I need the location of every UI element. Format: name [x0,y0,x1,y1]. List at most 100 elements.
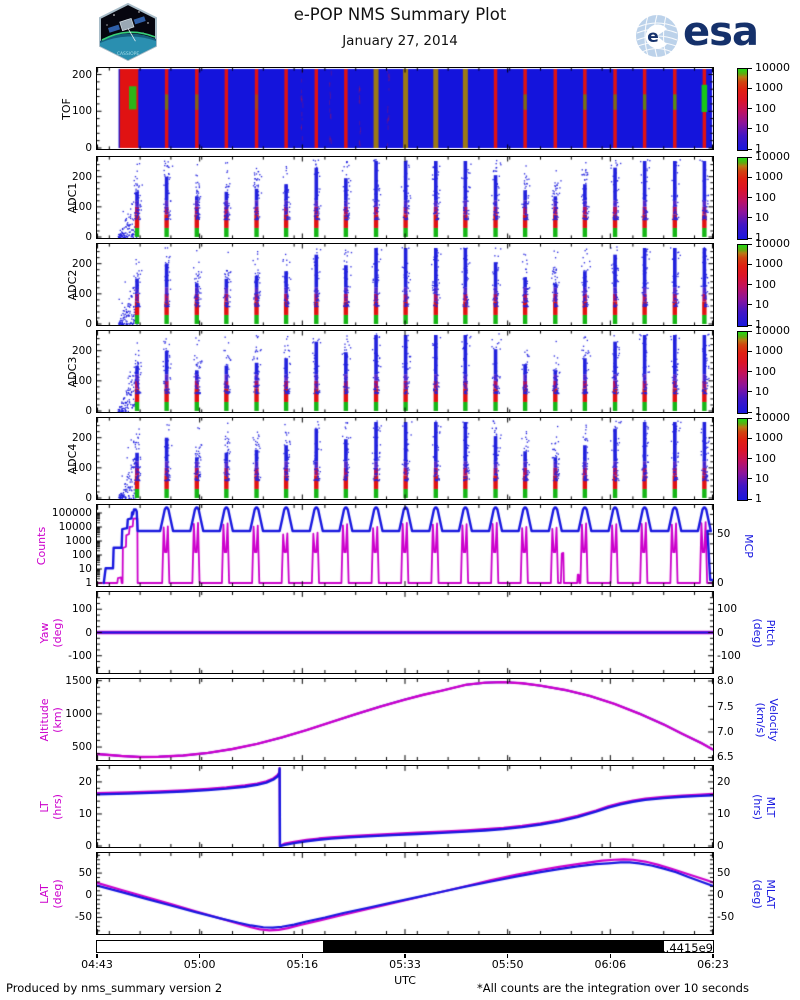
colorbar-label-adc4: 100 [755,451,776,465]
x-axis-tick-label: 05:00 [183,958,216,971]
esa-globe-icon: e [636,14,678,58]
tick-label-lt-right: 20 [717,775,731,788]
colorbar-label-adc4: 10 [755,471,769,485]
tick-label-adc3-left: 200 [71,344,92,357]
colorbar-adc2 [737,244,748,327]
panel-frame-adc1 [95,155,714,239]
colorbar-label-adc3: 1 [755,405,762,418]
cassiope-mission-patch-logo: CASSIOPE [99,3,157,61]
colorbar-label-adc2: 1 [755,318,762,331]
tick-label-altitude-right: 7.0 [717,725,734,738]
tick-label-altitude-right: 6.5 [717,751,734,764]
colorbar-tick-adc3 [748,350,752,352]
colorbar-adc3 [737,331,748,414]
tick-label-lt-right: 10 [717,807,731,820]
tick-label-lat-left: 0 [85,889,92,902]
tick-label-adc3-left: 100 [71,374,92,387]
tick-label-adc2-left: 0 [85,318,92,330]
tick-label-tof-left: 100 [71,105,92,118]
colorbar-label-tof: 10000 [755,61,790,74]
tick-label-counts-right: 50 [717,528,731,540]
x-axis-tick-label: 05:16 [286,958,319,971]
colorbar-tick-adc1 [748,217,752,219]
colorbar-label-adc3: 10000 [755,324,790,337]
panel-plot-adc4 [96,417,713,499]
colorbar-tick-adc4 [748,478,752,480]
tick-label-lat-right: 50 [717,867,731,880]
colorbar-label-adc2: 10 [755,297,769,311]
colorbar-label-adc4: 10000 [755,411,790,424]
tick-label-lat-right: -50 [717,911,735,924]
tick-label-lt-left: 0 [85,840,92,852]
colorbar-tick-tof [748,128,752,130]
tick-label-altitude-right: 8.0 [717,675,734,688]
tick-label-adc4-left: 100 [71,461,92,474]
colorbar-tick-adc4 [748,417,752,419]
x-axis-tick-label: 04:43 [81,958,113,971]
tick-label-tof-left: 0 [85,142,92,154]
colorbar-tick-adc2 [748,243,752,245]
tick-label-altitude-left: 1000 [65,707,92,720]
tick-label-yaw-left: 0 [85,626,92,639]
produced-by-note: Produced by nms_summary version 2 [6,981,223,995]
panel-frame-counts [95,503,714,587]
tick-label-altitude-left: 1500 [65,674,92,687]
tick-label-yaw-right: -100 [717,649,741,662]
panel-frame-lat [95,851,714,935]
tick-label-counts-left: 1000 [65,535,92,547]
tick-label-adc1-left: 200 [71,170,92,183]
tick-label-adc4-left: 0 [85,492,92,504]
colorbar-tick-adc1 [748,156,752,158]
plot-date: January 27, 2014 [342,33,458,49]
colorbar-tick-adc1 [748,176,752,178]
x-axis-tick [96,953,98,958]
colorbar-tick-adc4 [748,498,752,500]
tick-label-altitude-left: 500 [71,741,92,754]
tick-label-counts-left: 10000 [58,521,92,533]
eclipse-bar-night-segment [323,940,664,952]
colorbar-label-tof: 100 [755,101,776,115]
tick-label-counts-left: 100000 [51,507,92,519]
colorbar-label-adc1: 1 [755,231,762,244]
colorbar-label-adc2: 100 [755,277,776,291]
tick-label-lt-right: 0 [717,840,724,852]
colorbar-tick-adc1 [748,197,752,198]
x-axis-tick [199,953,201,958]
tick-label-counts-right: 0 [717,577,724,589]
x-axis-tick [404,953,406,958]
panel-plot-adc2 [96,243,713,325]
colorbar-label-tof: 1000 [755,81,783,95]
colorbar-tick-adc4 [748,437,752,439]
colorbar-tick-adc3 [748,371,752,372]
colorbar-tick-adc2 [748,324,752,326]
panel-plot-tof [96,67,713,149]
colorbar-label-adc3: 100 [755,364,776,378]
x-axis-tick-label: 06:06 [594,958,627,971]
x-axis-tick [301,953,303,958]
tick-label-lt-left: 10 [78,807,92,820]
colorbar-tick-adc2 [748,284,752,285]
colorbar-label-adc4: 1000 [755,431,783,445]
esa-wordmark: esa [683,9,759,55]
colorbar-label-adc2: 1000 [755,257,783,271]
x-axis-tick [712,953,714,958]
colorbar-tick-adc1 [748,237,752,239]
eclipse-bar [95,939,714,953]
x-axis-tick [507,953,509,958]
panel-plot-lat [96,852,713,934]
patch-label: CASSIOPE [117,51,140,57]
tick-label-yaw-right: 100 [717,603,738,616]
panel-frame-adc3 [95,329,714,413]
colorbar-tick-tof [748,108,752,109]
x-axis-tick-label: 05:50 [491,958,524,971]
colorbar-tick-tof [748,148,752,150]
tick-label-adc4-left: 200 [71,431,92,444]
tick-label-adc3-left: 0 [85,405,92,417]
tick-label-counts-left: 100 [71,549,92,561]
tick-label-adc2-left: 100 [71,287,92,300]
colorbar-tick-adc3 [748,411,752,413]
panel-plot-lt [96,765,713,847]
colorbar-adc4 [737,418,748,501]
integration-note: *All counts are the integration over 10 … [477,981,749,995]
